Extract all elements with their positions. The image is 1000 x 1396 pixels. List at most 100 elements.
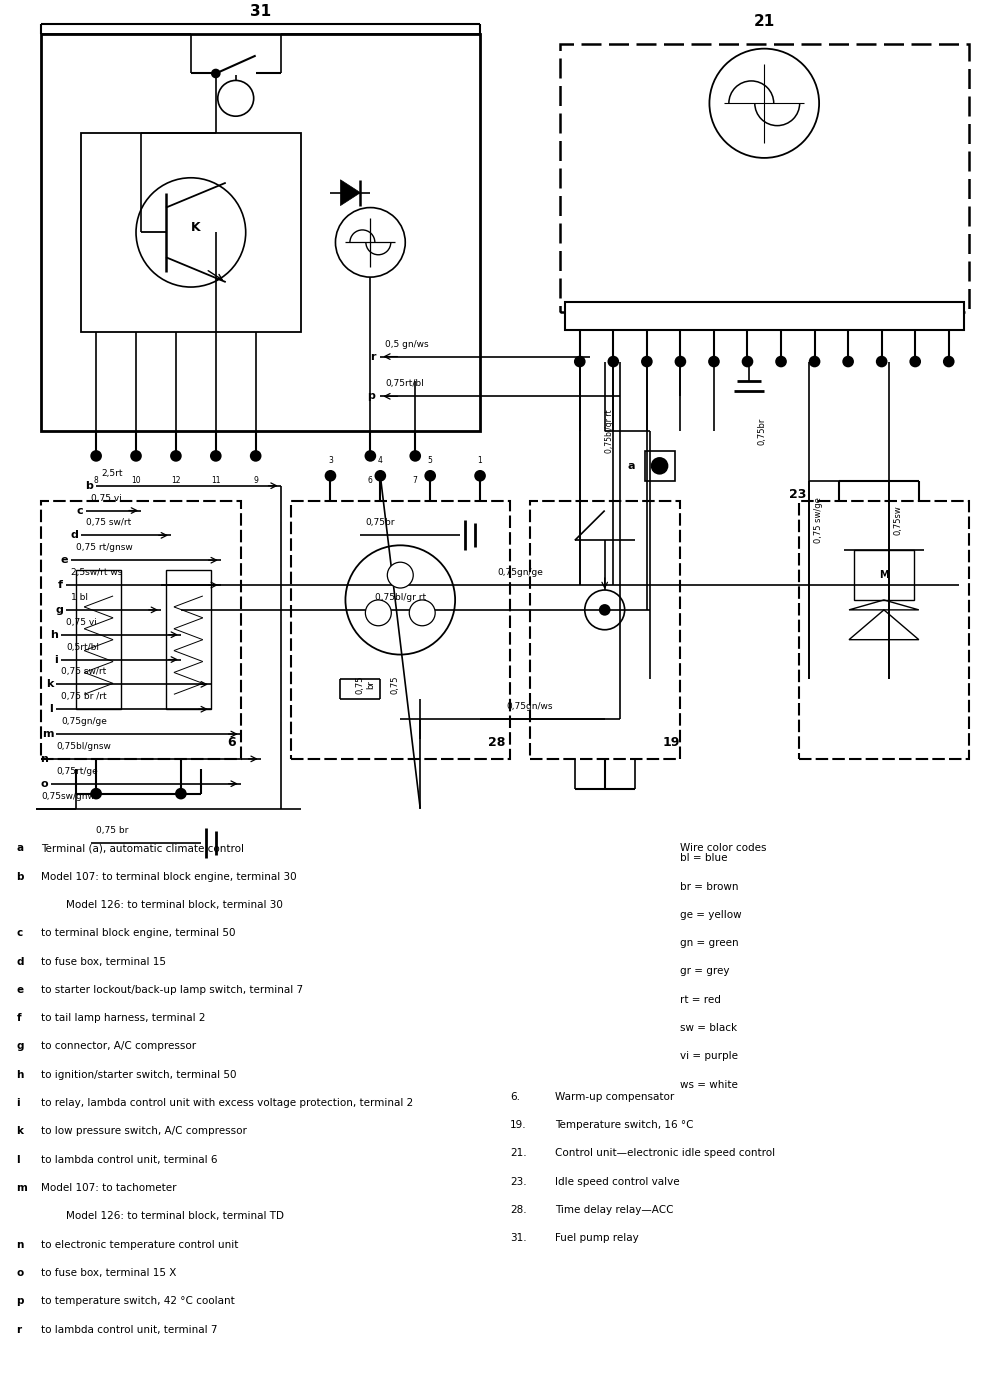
Text: M: M (879, 570, 889, 581)
Text: 6: 6 (227, 736, 236, 748)
Text: 0,75bl/gr rt: 0,75bl/gr rt (375, 593, 426, 602)
Text: 10: 10 (131, 476, 141, 484)
Text: Warm-up compensator: Warm-up compensator (555, 1092, 674, 1101)
Text: 0,75 sw/rt: 0,75 sw/rt (86, 518, 131, 528)
Text: 8: 8 (94, 476, 98, 484)
Bar (166, 570, 211, 709)
Text: n: n (40, 754, 48, 764)
Circle shape (600, 604, 610, 614)
Text: Model 107: to terminal block engine, terminal 30: Model 107: to terminal block engine, ter… (41, 871, 297, 882)
Text: 0,75gn/ge: 0,75gn/ge (61, 718, 107, 726)
Bar (41, 501, 241, 759)
Text: r: r (16, 1325, 21, 1335)
Text: g: g (55, 604, 63, 614)
Circle shape (910, 356, 920, 367)
Circle shape (743, 356, 752, 367)
Text: 2,5rt: 2,5rt (101, 469, 123, 477)
Text: Fuel pump relay: Fuel pump relay (555, 1233, 639, 1244)
Text: to tail lamp harness, terminal 2: to tail lamp harness, terminal 2 (41, 1013, 206, 1023)
Circle shape (211, 451, 221, 461)
Text: p: p (367, 391, 375, 401)
Circle shape (387, 563, 413, 588)
Circle shape (475, 470, 485, 480)
Bar (560, 43, 969, 311)
Text: 21: 21 (754, 14, 775, 29)
Text: Model 126: to terminal block, terminal TD: Model 126: to terminal block, terminal T… (66, 1212, 284, 1222)
Text: h: h (16, 1069, 24, 1079)
Text: 4: 4 (378, 456, 383, 465)
Text: i: i (16, 1099, 20, 1108)
Text: 0,75gn/ge: 0,75gn/ge (497, 568, 543, 577)
Text: 0,75br: 0,75br (757, 417, 766, 445)
Text: a: a (16, 843, 23, 853)
Text: 0,75 sw/ge: 0,75 sw/ge (814, 497, 823, 543)
Circle shape (365, 600, 391, 625)
Text: 23.: 23. (510, 1177, 527, 1187)
Text: to relay, lambda control unit with excess voltage protection, terminal 2: to relay, lambda control unit with exces… (41, 1099, 414, 1108)
Circle shape (652, 458, 668, 473)
Text: 0,75 vi: 0,75 vi (91, 494, 122, 503)
Text: bl = blue: bl = blue (680, 853, 727, 863)
Text: m: m (42, 729, 53, 738)
Text: a: a (627, 461, 635, 470)
Text: br = brown: br = brown (680, 881, 738, 892)
Bar (565, 302, 964, 329)
Bar (81, 133, 301, 332)
Text: 6: 6 (368, 476, 373, 484)
Text: Idle speed control valve: Idle speed control valve (555, 1177, 679, 1187)
Text: c: c (77, 505, 83, 515)
Text: 7: 7 (413, 476, 418, 484)
Text: n: n (16, 1240, 24, 1249)
Circle shape (176, 789, 186, 799)
Text: m: m (16, 1182, 27, 1194)
Text: to low pressure switch, A/C compressor: to low pressure switch, A/C compressor (41, 1127, 247, 1136)
Circle shape (944, 356, 954, 367)
Text: e: e (16, 984, 23, 995)
Text: g: g (16, 1041, 24, 1051)
Text: 0,75 sw/rt: 0,75 sw/rt (61, 667, 106, 677)
Circle shape (810, 356, 820, 367)
Text: to fuse box, terminal 15 X: to fuse box, terminal 15 X (41, 1268, 177, 1277)
Text: gn = green: gn = green (680, 938, 738, 948)
Circle shape (365, 451, 375, 461)
Bar (799, 501, 969, 759)
Text: Wire color codes: Wire color codes (680, 843, 766, 853)
Circle shape (425, 470, 435, 480)
Text: 0,75sw/gnws: 0,75sw/gnws (41, 792, 100, 800)
Text: 0,75sw: 0,75sw (894, 505, 903, 535)
Text: 21.: 21. (510, 1149, 527, 1159)
Text: 19: 19 (662, 736, 680, 748)
Circle shape (843, 356, 853, 367)
Text: to starter lockout/back-up lamp switch, terminal 7: to starter lockout/back-up lamp switch, … (41, 984, 303, 995)
Text: 1 bl: 1 bl (71, 593, 88, 602)
Circle shape (642, 356, 652, 367)
Text: k: k (46, 680, 53, 690)
Text: 28: 28 (488, 736, 505, 748)
Text: 0,75br: 0,75br (365, 518, 395, 528)
Circle shape (877, 356, 887, 367)
Text: 3: 3 (328, 456, 333, 465)
Text: Terminal (a), automatic climate control: Terminal (a), automatic climate control (41, 843, 244, 853)
Text: vi = purple: vi = purple (680, 1051, 738, 1061)
Text: 31.: 31. (510, 1233, 527, 1244)
Text: to fuse box, terminal 15: to fuse box, terminal 15 (41, 956, 166, 966)
Text: d: d (70, 530, 78, 540)
Text: to electronic temperature control unit: to electronic temperature control unit (41, 1240, 239, 1249)
Bar (530, 501, 680, 759)
Circle shape (91, 789, 101, 799)
Text: 0,75
br: 0,75 br (356, 676, 375, 694)
Circle shape (91, 451, 101, 461)
Text: 0,75: 0,75 (391, 676, 400, 694)
Text: to terminal block engine, terminal 50: to terminal block engine, terminal 50 (41, 928, 236, 938)
Text: Model 126: to terminal block, terminal 30: Model 126: to terminal block, terminal 3… (66, 900, 283, 910)
Circle shape (325, 470, 335, 480)
Bar (76, 570, 121, 709)
Text: 28.: 28. (510, 1205, 527, 1215)
Text: f: f (58, 581, 63, 591)
Text: 5: 5 (428, 456, 433, 465)
Text: 2,5sw/rt ws: 2,5sw/rt ws (71, 568, 123, 577)
Circle shape (410, 451, 420, 461)
Text: 0,75 br: 0,75 br (96, 826, 128, 835)
Text: ws = white: ws = white (680, 1079, 737, 1090)
Text: o: o (16, 1268, 24, 1277)
